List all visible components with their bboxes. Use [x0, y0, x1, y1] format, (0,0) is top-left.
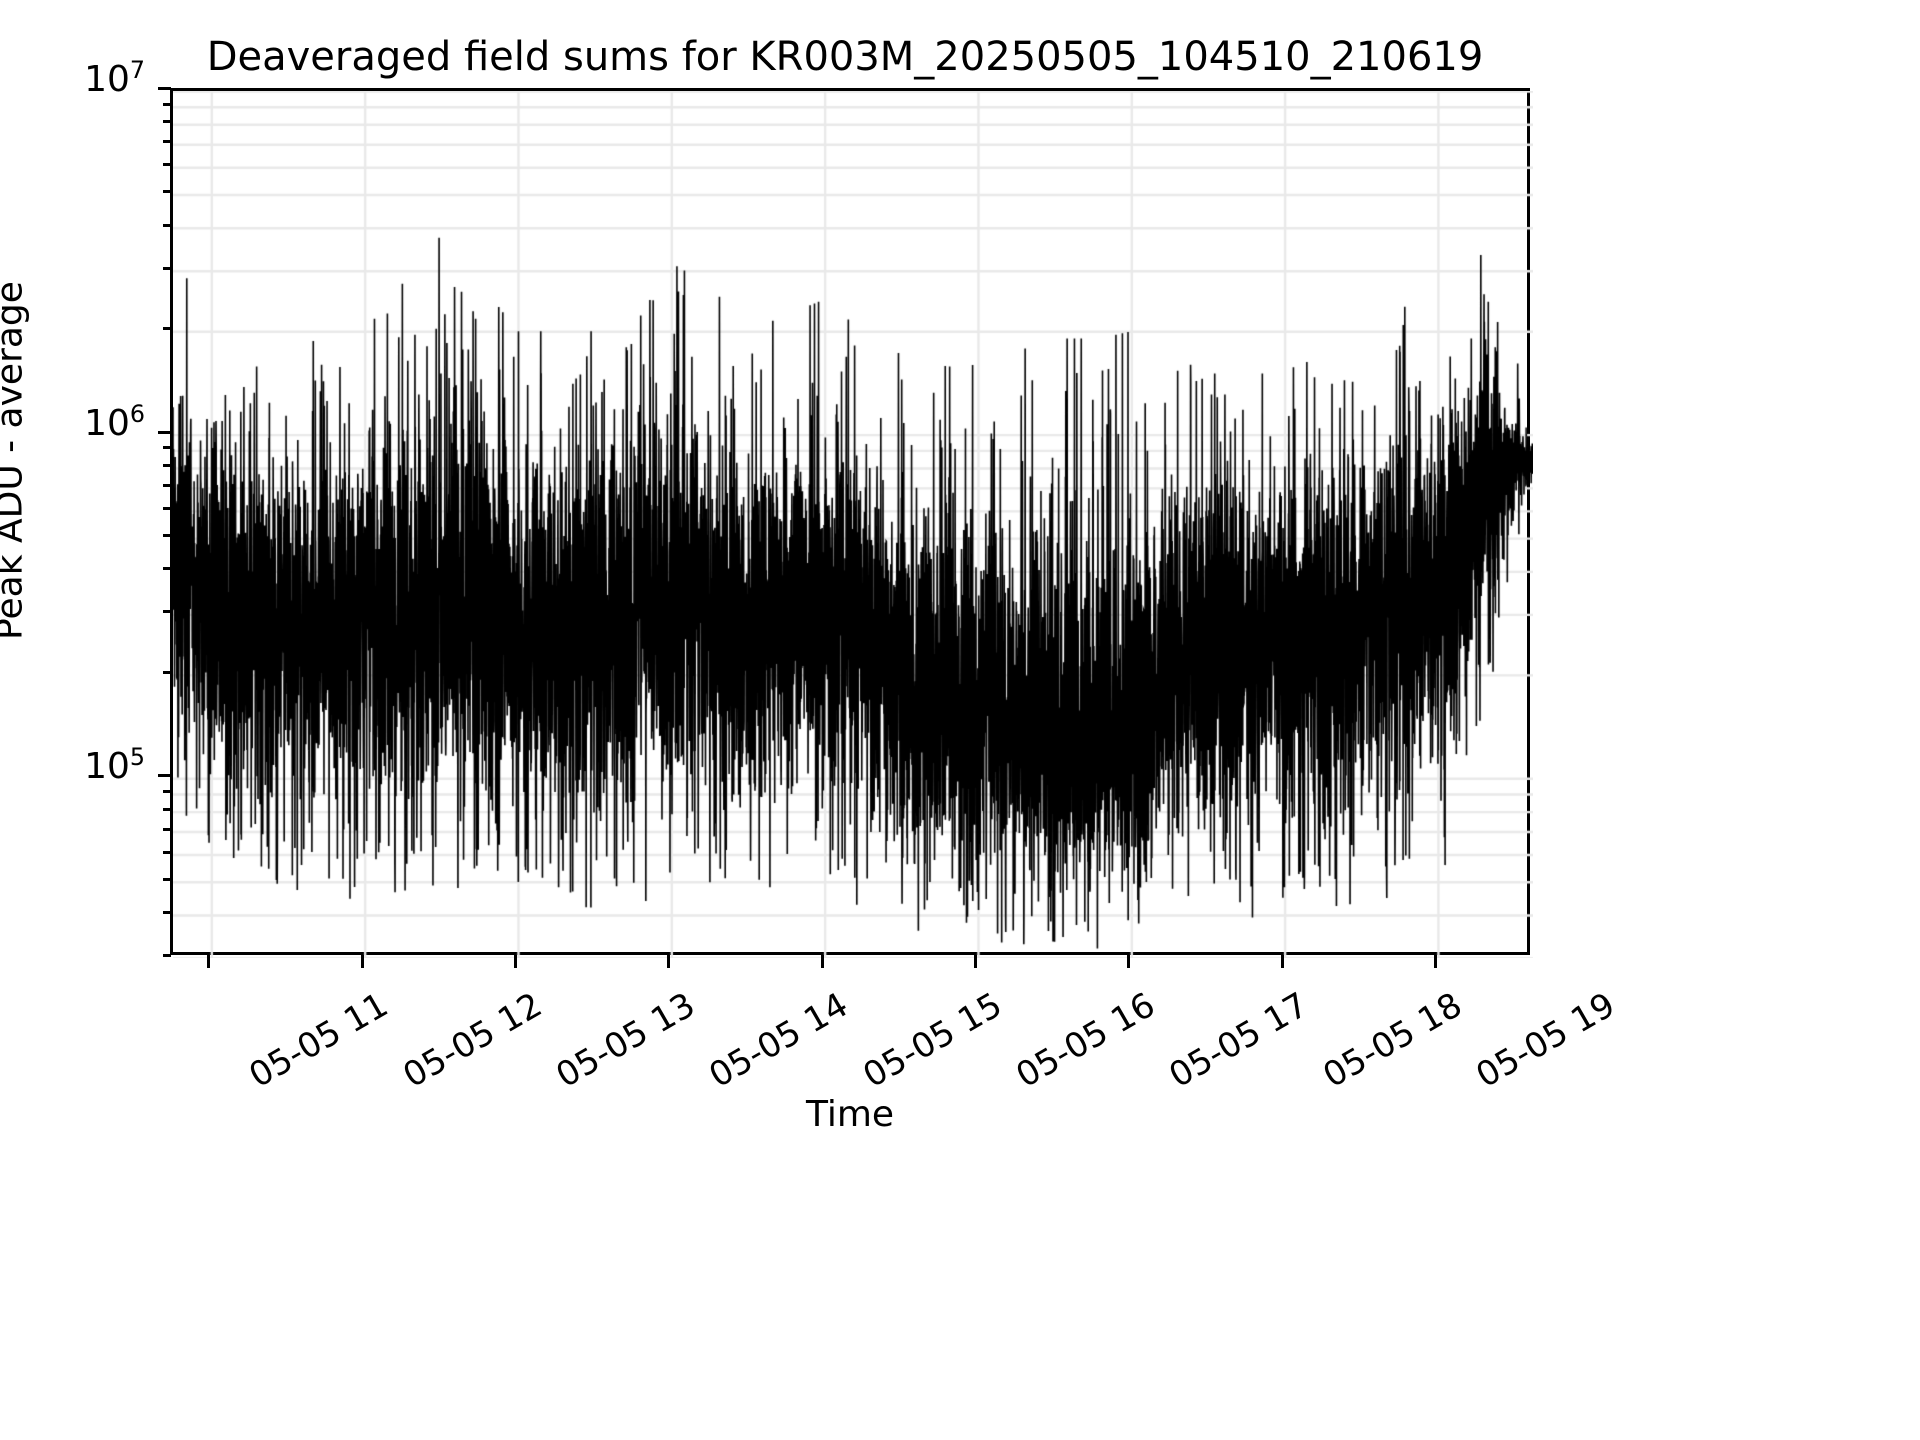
y-axis-minor-tick [163, 534, 171, 538]
y-axis-minor-tick [163, 223, 171, 227]
y-axis-minor-tick [163, 807, 171, 811]
y-axis-minor-tick [163, 483, 171, 487]
y-axis-minor-tick [163, 506, 171, 510]
x-axis-tick-label: 05-05 17 [1162, 985, 1316, 1097]
x-axis-major-tick [360, 955, 364, 968]
y-axis-tick-label: 105 [84, 743, 145, 788]
y-axis-major-tick [158, 430, 171, 434]
y-axis-minor-tick [163, 120, 171, 124]
x-axis-major-tick [820, 955, 824, 968]
x-axis-tick-label: 05-05 12 [396, 985, 549, 1097]
y-axis-minor-tick [163, 102, 171, 106]
y-axis-minor-tick [163, 266, 171, 270]
x-axis-label: Time [805, 1094, 895, 1135]
x-axis-tick-label: 05-05 15 [856, 985, 1009, 1097]
y-axis-label: Peak ADU - average [0, 281, 31, 640]
y-axis-minor-tick [163, 446, 171, 450]
x-axis-major-tick [1433, 955, 1437, 968]
y-axis-minor-tick [163, 163, 171, 167]
x-axis-major-tick [513, 955, 517, 968]
y-axis-minor-tick [163, 670, 171, 674]
x-axis-major-tick [667, 955, 671, 968]
x-axis-major-tick [1127, 955, 1131, 968]
y-axis-minor-tick [163, 463, 171, 467]
y-axis-minor-tick [163, 850, 171, 854]
page-title: Deaveraged field sums for KR003M_2025050… [206, 34, 1484, 80]
series-line-canvas [173, 91, 1533, 958]
x-axis-tick-label: 05-05 11 [242, 985, 396, 1097]
y-axis-minor-tick [163, 190, 171, 194]
y-axis-minor-tick [163, 827, 171, 831]
y-axis-minor-tick [163, 790, 171, 794]
x-axis-tick-label: 05-05 19 [1469, 985, 1622, 1097]
y-axis-tick-label: 106 [84, 399, 145, 444]
y-axis-minor-tick [163, 567, 171, 571]
y-axis-major-tick [158, 87, 171, 90]
x-axis-tick-label: 05-05 18 [1316, 985, 1469, 1097]
y-axis-tick-label: 107 [84, 56, 145, 100]
x-axis-major-tick [207, 955, 211, 968]
x-axis-major-tick [973, 955, 977, 968]
y-axis-minor-tick [163, 877, 171, 881]
y-axis-minor-tick [163, 327, 171, 331]
x-axis-tick-label: 05-05 16 [1009, 985, 1162, 1097]
y-axis-minor-tick [163, 610, 171, 614]
y-axis-major-tick [158, 774, 171, 778]
y-axis-minor-tick [163, 954, 171, 957]
x-axis-tick-label: 05-05 14 [702, 985, 856, 1097]
y-axis-minor-tick [163, 911, 171, 915]
y-axis-minor-tick [163, 140, 171, 144]
x-axis-major-tick [1280, 955, 1284, 968]
x-axis-tick-label: 05-05 13 [549, 985, 702, 1097]
plot-area[interactable] [170, 88, 1533, 958]
